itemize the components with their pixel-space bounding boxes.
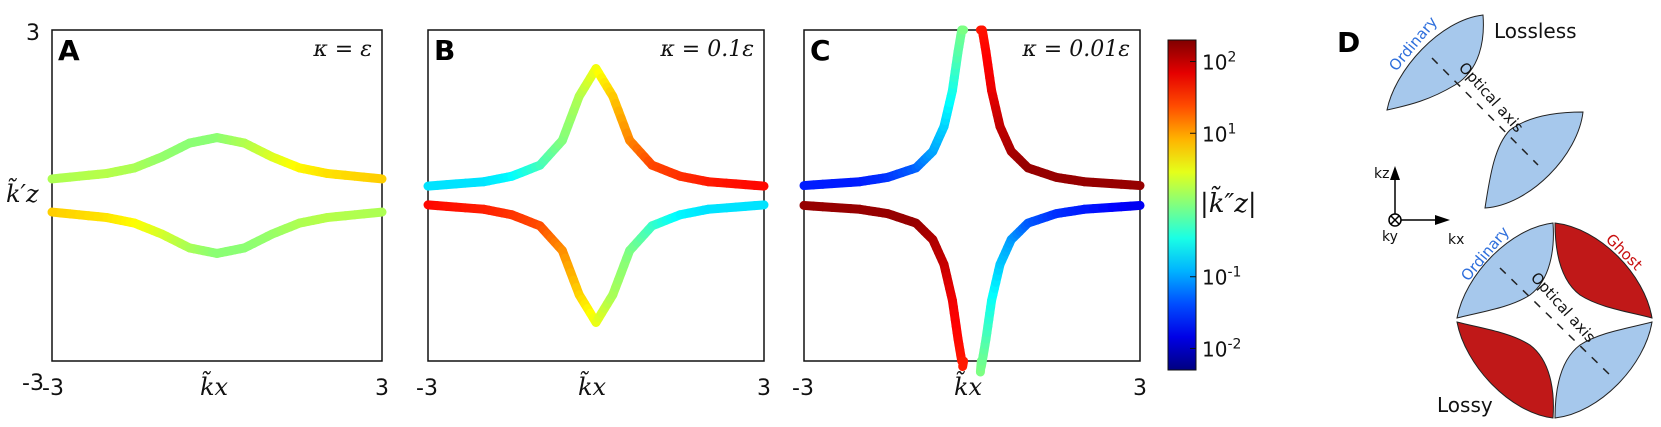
- lossless-label: Lossless: [1494, 19, 1577, 43]
- y-tick-bottom: -3: [22, 371, 44, 396]
- panel-d-letter: D: [1337, 26, 1360, 59]
- curve-1-segment: [750, 200, 769, 211]
- kx-label: kx: [1448, 232, 1464, 248]
- x-tick-left: -3: [792, 376, 814, 401]
- curve-2-segment: [958, 356, 969, 372]
- lossless-optical-axis: [1431, 57, 1539, 166]
- x-tick-left: -3: [42, 376, 64, 401]
- lossless-ordinary-cone-top: [1386, 14, 1484, 111]
- panel-b-letter: B: [434, 34, 455, 67]
- curve-0-segment: [750, 180, 769, 191]
- curve-1-segment: [1126, 180, 1145, 191]
- lossy-label: Lossy: [1437, 393, 1493, 417]
- ky-cross-icon: [1390, 215, 1400, 225]
- colorbar-ticks: 102 101 10-1 10-2: [1190, 50, 1241, 361]
- lossy-ghost-cone-bottom: [1456, 321, 1554, 419]
- x-tick-right: 3: [1133, 376, 1147, 401]
- ky-label: ky: [1382, 229, 1398, 245]
- panel-c: C κ = 0.01ε -3 3 k̃x: [792, 25, 1147, 401]
- y-tick-top: 3: [26, 21, 40, 46]
- colorbar-tick-label: 10-2: [1202, 336, 1241, 361]
- colorbar-tick-label: 101: [1202, 121, 1236, 146]
- panel-c-letter: C: [810, 34, 831, 67]
- panel-c-annotation: κ = 0.01ε: [1021, 37, 1130, 62]
- x-axis-label: k̃x: [578, 370, 607, 401]
- kx-arrowhead-icon: [1435, 215, 1450, 225]
- panel-c-curves: [799, 25, 1145, 377]
- colorbar-tick-label: 10-1: [1202, 265, 1241, 290]
- panel-b: B κ = 0.1ε -3 3 k̃x: [416, 29, 771, 401]
- panel-a: A κ = ε 3 -3 k̃′z -3 3 k̃x: [6, 21, 389, 401]
- colorbar-gradient: [1167, 39, 1197, 371]
- colorbar-label: |k̃″z|: [1200, 185, 1257, 219]
- panel-a-letter: A: [58, 34, 80, 67]
- lossy-ordinary-cone-top: [1456, 222, 1554, 319]
- lossy-ordinary-cone-bottom: [1554, 321, 1653, 419]
- x-tick-left: -3: [416, 376, 438, 401]
- lossless-optical-axis-label: Optical axis: [1455, 59, 1527, 136]
- kz-arrowhead-icon: [1390, 166, 1400, 180]
- x-tick-right: 3: [375, 376, 389, 401]
- curve-3-segment: [1126, 200, 1145, 211]
- panel-b-curves: [423, 64, 769, 327]
- x-tick-right: 3: [757, 376, 771, 401]
- panel-a-annotation: κ = ε: [312, 37, 372, 62]
- panel-a-frame: [51, 29, 383, 362]
- panel-a-curves: [47, 133, 387, 258]
- colorbar-tick-label: 102: [1202, 50, 1236, 75]
- curve-0-segment: [368, 173, 387, 184]
- panel-b-annotation: κ = 0.1ε: [659, 37, 754, 62]
- lossy-ghost-cone-top: [1554, 222, 1653, 319]
- kz-label: kz: [1374, 166, 1389, 182]
- panel-d-diagram: D Lossless Ordinary Optical axis kz kx k…: [1337, 13, 1653, 419]
- x-axis-label: k̃x: [954, 370, 983, 401]
- x-axis-label: k̃x: [200, 370, 229, 401]
- colorbar: 102 101 10-1 10-2 |k̃″z|: [1167, 39, 1257, 371]
- panel-c-frame: [803, 29, 1141, 362]
- y-axis-label: k̃′z: [6, 177, 39, 208]
- panel-b-frame: [427, 29, 765, 362]
- curve-1-segment: [368, 207, 387, 218]
